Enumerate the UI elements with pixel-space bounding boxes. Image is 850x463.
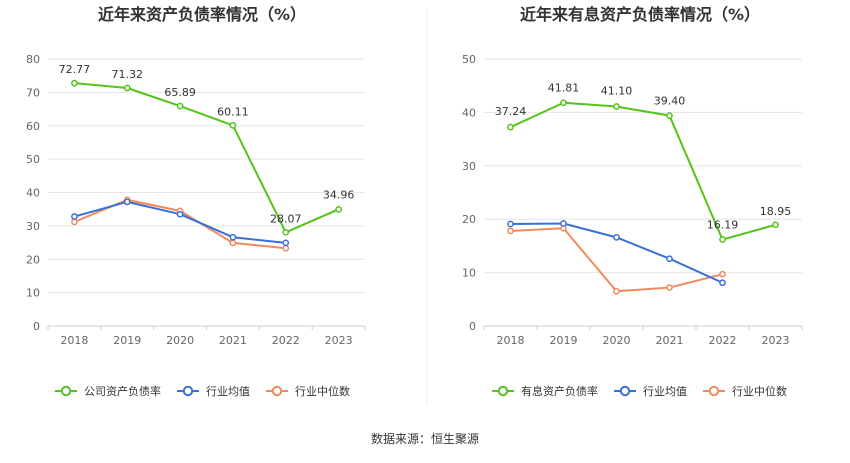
y-tick-label: 40 (26, 187, 40, 200)
x-tick-label: 2023 (325, 334, 353, 347)
data-point[interactable] (560, 99, 567, 107)
series-line (510, 101, 776, 241)
legend-label: 行业中位数 (295, 384, 350, 398)
data-point[interactable] (507, 220, 514, 228)
data-point[interactable] (282, 244, 290, 252)
data-point[interactable] (666, 255, 673, 263)
x-tick-label: 2021 (656, 334, 684, 347)
y-tick-label: 80 (26, 53, 40, 66)
legend-marker (619, 385, 631, 397)
legend-marker (182, 385, 194, 397)
data-point[interactable] (613, 234, 620, 241)
y-tick-label: 50 (462, 53, 476, 66)
x-tick-label: 2022 (709, 334, 737, 347)
data-label: 37.24 (495, 105, 527, 118)
data-point[interactable] (507, 123, 514, 131)
chart-debt-ratio: 近年来资产负债率情况（%） 0 10 20 30 40 50 60 70 80 2018 2019 20… (26, 5, 366, 398)
data-point[interactable] (176, 210, 184, 218)
x-tick-label: 2018 (497, 334, 525, 347)
x-tick-label: 2023 (762, 334, 790, 347)
data-point[interactable] (719, 270, 726, 278)
series-line (510, 222, 723, 284)
y-tick-label: 0 (33, 320, 40, 333)
x-tick-label: 2022 (272, 334, 300, 347)
data-point[interactable] (666, 284, 673, 291)
legend-marker (497, 385, 509, 397)
legend-label: 公司资产负债率 (84, 384, 161, 398)
data-label: 18.95 (760, 205, 792, 218)
data-point[interactable] (282, 228, 290, 236)
legend-marker (708, 385, 720, 397)
data-label: 41.81 (548, 82, 580, 95)
data-label: 71.32 (112, 68, 144, 81)
legend-item[interactable]: 行业均值 (177, 385, 250, 398)
y-tick-label: 30 (462, 160, 476, 173)
data-point[interactable] (613, 287, 620, 295)
y-tick-label: 60 (26, 120, 40, 133)
chart-interest-bearing-debt-ratio: 近年来有息资产负债率情况（%） 0 10 20 30 40 50 2018 2019 2020 20… (462, 5, 803, 398)
legend-label: 行业中位数 (732, 384, 787, 398)
chart-title: 近年来有息资产负债率情况（%） (520, 5, 760, 24)
legend-label: 有息资产负债率 (521, 384, 598, 398)
y-tick-label: 30 (26, 220, 40, 233)
legend-item[interactable]: 行业中位数 (703, 384, 787, 398)
y-tick-label: 10 (462, 267, 476, 280)
y-tick-label: 0 (469, 320, 476, 333)
data-point[interactable] (176, 102, 184, 110)
x-tick-label: 2018 (60, 334, 88, 347)
data-label: 28.07 (270, 212, 302, 225)
legend-label: 行业均值 (643, 385, 687, 398)
data-label: 41.10 (601, 85, 633, 98)
legend-marker (271, 385, 283, 397)
data-label: 65.89 (164, 86, 196, 99)
x-tick-label: 2019 (550, 334, 578, 347)
legend-item[interactable]: 行业中位数 (266, 384, 350, 398)
y-tick-label: 20 (26, 253, 40, 266)
chart-title: 近年来资产负债率情况（%） (98, 5, 306, 24)
legend-item[interactable]: 有息资产负债率 (492, 384, 598, 398)
data-point[interactable] (229, 239, 237, 247)
data-point[interactable] (507, 227, 514, 235)
data-label: 72.77 (59, 63, 91, 76)
data-label: 16.19 (707, 219, 739, 232)
legend-label: 行业均值 (206, 385, 250, 398)
data-point[interactable] (71, 218, 78, 226)
y-tick-label: 20 (462, 213, 476, 226)
data-point[interactable] (229, 233, 237, 241)
data-point[interactable] (123, 84, 131, 92)
x-tick-label: 2020 (603, 334, 631, 347)
data-label: 39.40 (654, 95, 686, 108)
data-label: 60.11 (217, 105, 249, 118)
data-point[interactable] (71, 79, 78, 87)
data-point[interactable] (229, 122, 237, 129)
data-point[interactable] (666, 112, 673, 119)
y-tick-label: 10 (26, 287, 40, 300)
data-point[interactable] (335, 205, 342, 213)
data-point[interactable] (282, 239, 290, 247)
legend-marker (60, 385, 72, 397)
y-tick-label: 50 (26, 153, 40, 166)
data-point[interactable] (71, 213, 78, 220)
data-point[interactable] (613, 103, 620, 110)
x-tick-label: 2021 (219, 334, 247, 347)
legend-item[interactable]: 公司资产负债率 (55, 384, 161, 398)
legend-item[interactable]: 行业均值 (614, 385, 687, 398)
y-tick-label: 70 (26, 86, 40, 99)
series-line (74, 82, 339, 234)
x-tick-label: 2020 (166, 334, 194, 347)
data-point[interactable] (772, 221, 779, 229)
x-tick-label: 2019 (113, 334, 141, 347)
data-point[interactable] (123, 198, 131, 206)
data-point[interactable] (719, 279, 726, 287)
data-point[interactable] (560, 220, 567, 227)
y-tick-label: 40 (462, 106, 476, 119)
data-label: 34.96 (323, 188, 355, 201)
data-source-label: 数据来源：恒生聚源 (371, 431, 479, 446)
data-point[interactable] (719, 236, 726, 243)
